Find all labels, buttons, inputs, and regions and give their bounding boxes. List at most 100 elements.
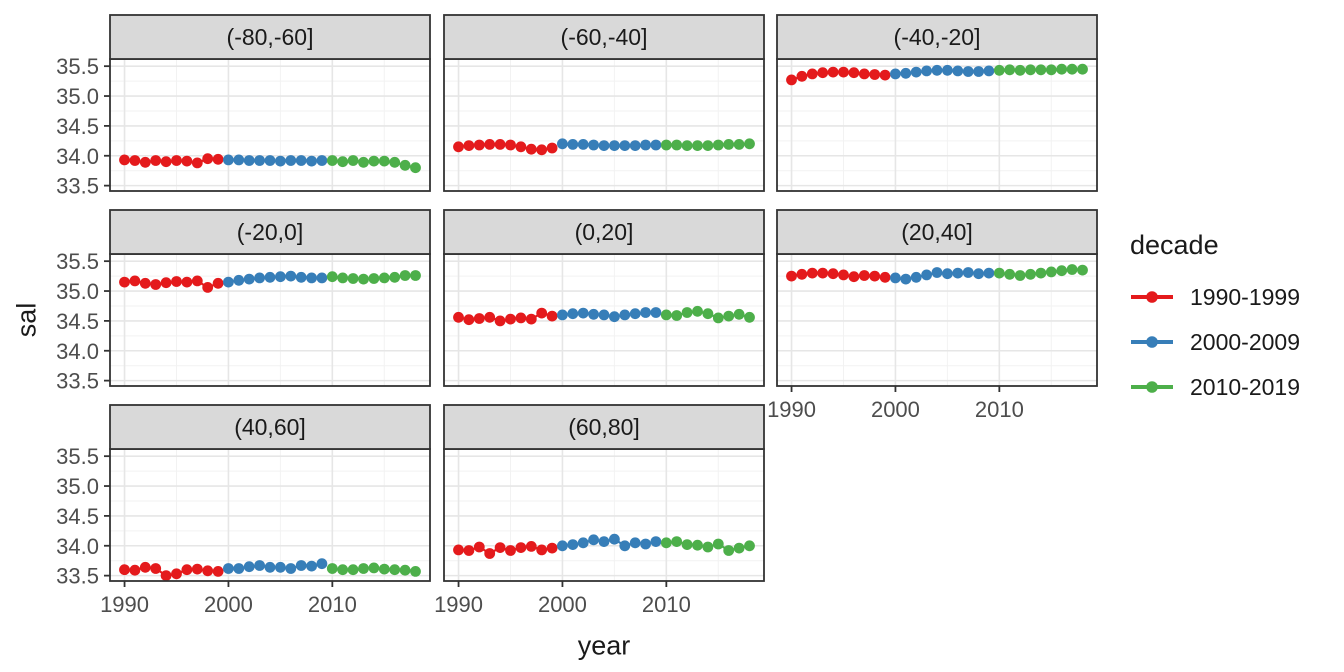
x-axis-title: year	[577, 630, 631, 661]
data-point	[463, 140, 475, 152]
data-point	[389, 564, 401, 576]
legend-key-icon	[1131, 381, 1173, 393]
x-tick-label: 2000	[871, 397, 920, 422]
data-point	[723, 310, 735, 322]
facet-label: (-40,-20]	[894, 24, 981, 50]
data-point	[546, 310, 558, 322]
facet-strip	[443, 14, 765, 60]
data-point	[598, 140, 610, 152]
data-point	[358, 156, 369, 168]
data-point	[410, 162, 421, 174]
data-point	[275, 561, 286, 573]
data-point	[212, 566, 224, 577]
data-point	[858, 68, 870, 80]
data-point	[671, 536, 683, 547]
data-point	[692, 305, 703, 317]
data-point	[119, 564, 130, 576]
data-point	[202, 282, 214, 293]
data-point	[254, 272, 265, 284]
legend-title: decade	[1130, 230, 1219, 260]
data-point	[744, 138, 755, 150]
data-point	[399, 159, 411, 171]
data-point	[650, 139, 662, 151]
data-point	[285, 270, 297, 282]
data-point	[484, 139, 496, 150]
facet-label: (60,80]	[568, 414, 640, 440]
data-point	[119, 154, 130, 166]
data-point	[1035, 267, 1047, 279]
data-point	[942, 268, 953, 280]
data-point	[453, 311, 464, 323]
data-point	[744, 311, 755, 323]
data-point	[817, 67, 829, 79]
data-point	[952, 267, 964, 279]
facet-strip	[776, 14, 1098, 60]
data-point	[712, 312, 724, 324]
data-point	[588, 139, 599, 151]
data-point	[316, 155, 328, 166]
data-point	[973, 268, 984, 280]
data-point	[536, 544, 548, 556]
legend-entry-2010-2019: 2010-2019	[1130, 373, 1300, 400]
data-point	[191, 563, 203, 575]
data-point	[1004, 268, 1016, 280]
data-point	[347, 273, 359, 284]
data-point	[139, 561, 151, 573]
data-point	[786, 74, 797, 86]
facet-strip	[443, 209, 765, 255]
facet-strip	[776, 209, 1098, 255]
data-point	[181, 564, 193, 576]
data-point	[660, 309, 672, 321]
data-point	[473, 139, 485, 151]
facet-(-80,-60]: (-80,-60] 33.5 34.0 34.5 35.0 35.5	[56, 14, 431, 199]
legend-entry-1990-1999: 1990-1999	[1130, 284, 1300, 310]
data-point	[806, 267, 818, 279]
data-point	[1066, 264, 1078, 275]
data-point	[733, 139, 745, 150]
facet-label: (-60,-40]	[561, 24, 648, 50]
data-point	[306, 272, 317, 284]
y-axis-title: sal	[11, 302, 42, 338]
data-point	[692, 539, 703, 551]
data-point	[223, 154, 234, 166]
legend-entry-label: 2000-2009	[1190, 328, 1300, 355]
data-point	[962, 66, 974, 77]
facet-(40,60]: (40,60] 33.5 34.0 34.5 35.0 35.5 1990 2000 2010	[56, 404, 431, 617]
data-point	[681, 140, 693, 152]
data-point	[640, 307, 651, 318]
data-point	[264, 155, 276, 166]
panel-background	[777, 59, 1097, 191]
x-tick-label: 2000	[538, 592, 587, 617]
data-point	[910, 271, 922, 283]
data-point	[358, 563, 369, 574]
data-point	[577, 307, 589, 319]
legend-entry-label: 2010-2019	[1190, 373, 1300, 400]
data-point	[181, 155, 193, 167]
data-point	[368, 273, 380, 284]
data-point	[505, 139, 516, 151]
y-tick-label: 35.5	[56, 54, 99, 79]
data-point	[1014, 270, 1026, 281]
data-point	[640, 139, 651, 151]
data-point	[733, 308, 745, 320]
data-point	[712, 139, 724, 151]
data-point	[160, 277, 172, 289]
data-point	[275, 271, 286, 283]
y-tick-label: 34.0	[56, 534, 99, 559]
data-point	[619, 140, 631, 152]
legend-key-icon	[1131, 291, 1173, 303]
legend: decade 1990-1999 2000-2009 2010-2019	[1130, 230, 1300, 420]
data-point	[973, 66, 984, 77]
data-point	[598, 309, 610, 321]
data-point	[378, 272, 390, 284]
x-tick-label: 1990	[434, 592, 483, 617]
data-point	[619, 540, 631, 552]
panel-background	[444, 449, 764, 581]
data-point	[463, 545, 475, 556]
data-point	[702, 308, 714, 320]
data-point	[264, 271, 276, 283]
data-point	[171, 155, 182, 166]
y-tick-label: 35.5	[56, 249, 99, 274]
data-point	[515, 312, 527, 324]
facet-(60,80]: (60,80] 1990 2000 2010	[434, 404, 765, 617]
